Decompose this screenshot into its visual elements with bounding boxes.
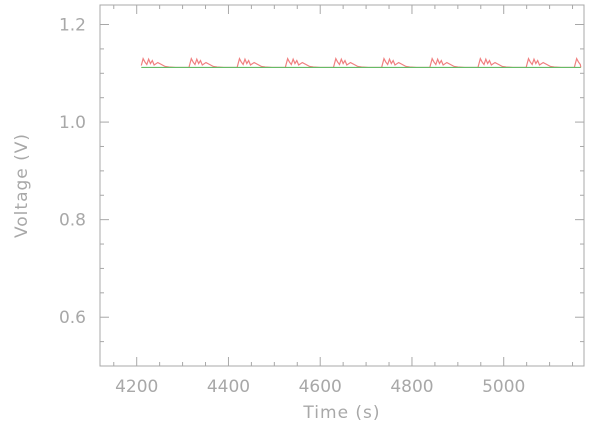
y-tick-label: 1.2: [59, 16, 86, 36]
x-tick-label: 4200: [115, 377, 158, 397]
axes: 4200 4400 4600 4800 5000 0.6 0.8 1.0 1.2: [59, 4, 585, 397]
x-tick-label: 4400: [207, 377, 250, 397]
series-line-red: [140, 57, 582, 69]
x-tick-label: 4600: [299, 377, 342, 397]
plot-frame: [99, 4, 585, 367]
y-tick-label: 0.8: [59, 211, 86, 231]
y-tick-label: 0.6: [59, 308, 86, 328]
y-tick-label: 1.0: [59, 113, 86, 133]
y-axis-title: Voltage (V): [12, 133, 32, 238]
x-tick-label: 5000: [482, 377, 525, 397]
series-layer: [140, 57, 582, 69]
x-axis-title: Time (s): [302, 403, 380, 423]
x-tick-label: 4800: [390, 377, 433, 397]
